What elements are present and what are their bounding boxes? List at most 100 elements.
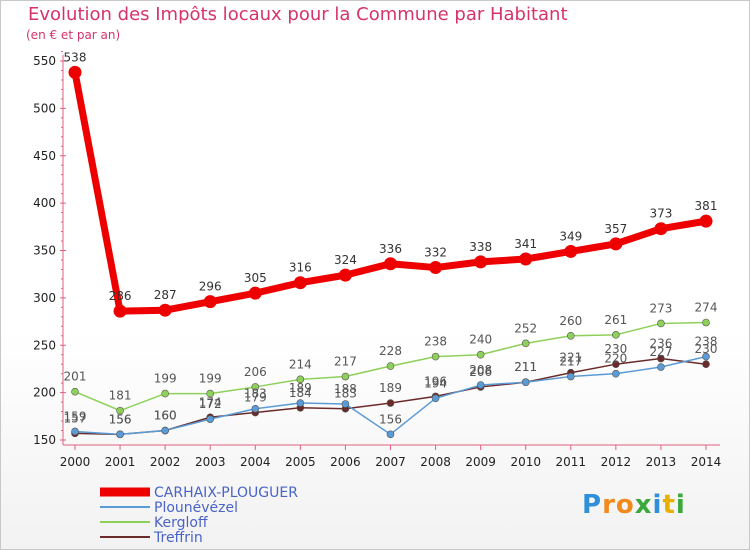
x-tick-label: 2000: [60, 455, 91, 469]
data-label: 341: [514, 237, 537, 251]
y-tick-label: 250: [33, 338, 56, 352]
data-point: [341, 372, 350, 381]
data-point: [251, 383, 260, 391]
x-tick-label: 2003: [195, 455, 226, 469]
data-label: 156: [379, 412, 402, 426]
y-tick-label: 500: [33, 101, 56, 115]
data-label: 208: [469, 363, 492, 377]
data-label: 238: [695, 335, 718, 349]
data-point: [158, 303, 172, 317]
x-tick-label: 2004: [240, 455, 271, 469]
data-point: [248, 286, 262, 300]
data-label: 189: [289, 381, 312, 395]
data-point: [702, 360, 710, 369]
logo-letter: t: [662, 490, 676, 520]
data-point: [476, 381, 485, 389]
legend-label: Treffrin: [153, 530, 203, 546]
data-label: 206: [469, 365, 492, 379]
data-label: 538: [64, 50, 87, 64]
data-label: 373: [649, 207, 672, 221]
data-label: 172: [199, 397, 222, 411]
x-tick-label: 2002: [150, 455, 181, 469]
data-point: [116, 406, 124, 415]
data-label: 338: [469, 240, 492, 254]
chart-title: Evolution des Impôts locaux pour la Comm…: [28, 4, 568, 25]
data-label: 189: [379, 381, 402, 395]
x-tick-label: 2005: [285, 455, 316, 469]
data-label: 194: [424, 376, 447, 390]
data-point: [386, 399, 395, 407]
data-label: 160: [154, 409, 177, 423]
data-point: [116, 430, 124, 439]
data-label: 174: [199, 395, 222, 409]
data-label: 336: [379, 242, 402, 256]
data-label: 230: [604, 342, 627, 356]
data-point: [431, 394, 440, 403]
data-point: [251, 404, 260, 413]
data-label: 238: [424, 335, 447, 349]
data-label: 274: [695, 301, 718, 315]
data-point: [474, 255, 488, 269]
data-point: [476, 350, 485, 359]
data-point: [612, 331, 620, 339]
data-point: [519, 252, 533, 266]
logo-letter: r: [602, 490, 616, 520]
logo-letter: i: [675, 490, 686, 520]
data-label: 357: [604, 222, 627, 236]
data-point: [296, 399, 305, 407]
legend-label: CARHAIX-PLOUGUER: [154, 485, 298, 501]
data-label: 217: [334, 355, 357, 369]
data-label: 305: [244, 271, 267, 285]
data-point: [206, 389, 215, 398]
data-point: [521, 339, 530, 348]
chart-subtitle: (en € et par an): [26, 28, 121, 42]
data-label: 159: [64, 409, 87, 423]
data-label: 324: [334, 253, 357, 267]
x-tick-label: 2014: [691, 455, 722, 469]
data-label: 286: [109, 289, 132, 303]
data-point: [341, 400, 350, 408]
data-label: 188: [334, 382, 357, 396]
data-label: 261: [604, 313, 627, 327]
data-label: 227: [649, 345, 672, 359]
y-tick-label: 400: [33, 196, 56, 210]
data-label: 214: [289, 357, 312, 371]
data-point: [71, 427, 79, 436]
data-label: 196: [424, 374, 447, 388]
legend-label: Kergloff: [154, 515, 208, 531]
data-point: [657, 319, 665, 328]
data-label: 211: [514, 360, 537, 374]
data-point: [657, 354, 665, 363]
x-tick-label: 2011: [556, 455, 587, 469]
data-label: 381: [695, 199, 718, 213]
data-point: [203, 295, 217, 309]
data-label: 211: [514, 360, 537, 374]
legend-label: Plounévézel: [154, 500, 238, 516]
data-label: 156: [109, 412, 132, 426]
data-point: [161, 426, 169, 435]
data-label: 296: [199, 280, 222, 294]
data-point: [429, 261, 443, 275]
data-label: 349: [559, 229, 582, 243]
data-label: 157: [64, 411, 87, 425]
y-tick-label: 450: [33, 149, 56, 163]
data-label: 287: [154, 288, 177, 302]
data-label: 217: [559, 355, 582, 369]
data-label: 199: [154, 372, 177, 386]
data-point: [386, 362, 395, 370]
y-tick-label: 350: [33, 244, 56, 258]
logo-letter: x: [634, 490, 653, 520]
logo-letter: o: [615, 490, 635, 520]
x-tick-label: 2008: [420, 455, 451, 469]
data-label: 260: [559, 314, 582, 328]
data-point: [521, 378, 530, 387]
data-point: [612, 360, 620, 369]
data-label: 236: [649, 337, 672, 351]
data-label: 201: [64, 370, 87, 384]
data-label: 273: [649, 301, 672, 315]
data-label: 230: [695, 342, 718, 356]
data-label: 206: [244, 365, 267, 379]
data-point: [384, 257, 397, 271]
